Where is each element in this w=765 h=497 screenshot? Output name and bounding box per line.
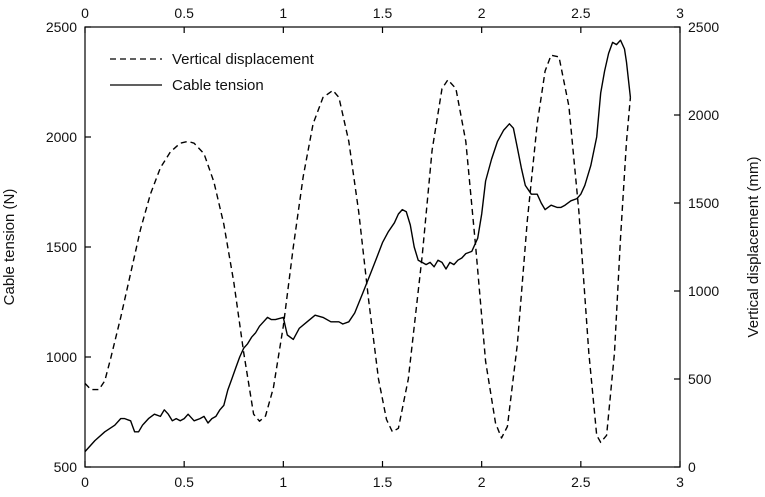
y-right-tick-label-500: 500: [688, 371, 712, 387]
y-left-tick-label-2000: 2000: [46, 129, 77, 145]
x-bottom-tick-label-1-5: 1.5: [373, 474, 393, 490]
x-top-tick-label-2: 2: [478, 5, 486, 21]
x-bottom-tick-label-2: 2: [478, 474, 486, 490]
y-axis-right: 0 500 1000 1500 2000 2500: [674, 19, 719, 475]
y-axis-left: 500 1000 1500 2000 2500: [46, 19, 91, 475]
x-bottom-tick-label-0: 0: [81, 474, 89, 490]
y-right-tick-label-0: 0: [688, 459, 696, 475]
legend: Vertical displacement Cable tension: [110, 51, 315, 94]
x-top-tick-label-1-5: 1.5: [373, 5, 393, 21]
series-layer: [84, 39, 632, 453]
y-left-tick-label-1000: 1000: [46, 349, 77, 365]
x-top-tick-label-0: 0: [81, 5, 89, 21]
x-bottom-tick-label-3: 3: [676, 474, 684, 490]
x-bottom-tick-label-2-5: 2.5: [571, 474, 591, 490]
legend-label-vertical-displacement: Vertical displacement: [172, 51, 315, 68]
x-top-tick-label-1: 1: [279, 5, 287, 21]
y-left-tick-label-2500: 2500: [46, 19, 77, 35]
x-top-tick-label-2-5: 2.5: [571, 5, 591, 21]
y-axis-left-title: Cable tension (N): [1, 189, 18, 306]
y-right-tick-label-2500: 2500: [688, 19, 719, 35]
x-axis-top: 0 0.5 1 1.5 2 2.5 3: [81, 5, 684, 33]
y-right-tick-label-1000: 1000: [688, 283, 719, 299]
y-left-tick-label-500: 500: [54, 459, 78, 475]
x-bottom-tick-label-0-5: 0.5: [174, 474, 194, 490]
x-top-tick-label-3: 3: [676, 5, 684, 21]
series-line-vertical-displacement: [84, 54, 632, 444]
x-top-tick-label-0-5: 0.5: [174, 5, 194, 21]
y-right-tick-label-2000: 2000: [688, 107, 719, 123]
x-axis-bottom: 0 0.5 1 1.5 2 2.5 3: [81, 461, 684, 490]
x-bottom-tick-label-1: 1: [279, 474, 287, 490]
y-left-tick-label-1500: 1500: [46, 239, 77, 255]
y-axis-right-title: Vertical displacement (mm): [745, 157, 762, 338]
legend-label-cable-tension: Cable tension: [172, 77, 264, 94]
series-line-cable-tension: [84, 39, 632, 453]
y-right-tick-label-1500: 1500: [688, 195, 719, 211]
